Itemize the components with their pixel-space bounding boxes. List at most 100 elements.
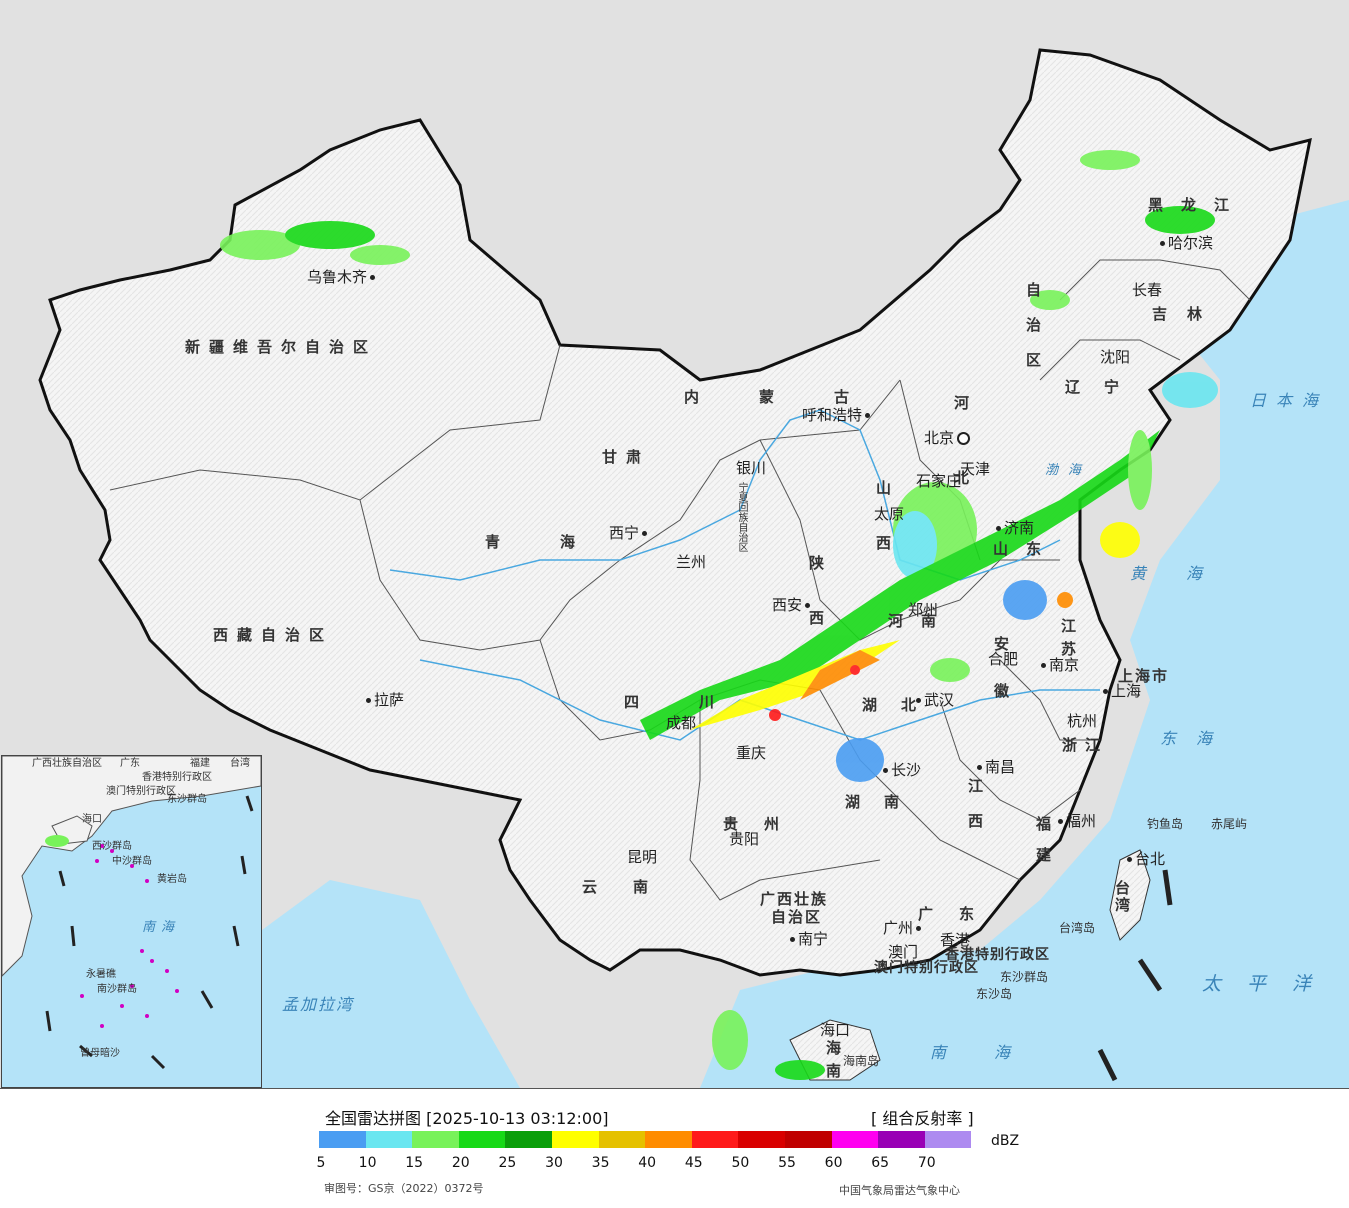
colorbar-cell — [924, 1131, 972, 1148]
province-label: 自治区 — [1024, 282, 1042, 387]
city-label: 沈阳 — [1100, 348, 1131, 366]
city-label: 天津 — [960, 460, 991, 478]
province-label: 内蒙古 — [684, 388, 910, 406]
china-outline — [38, 48, 1312, 977]
taiwan-island — [1109, 849, 1151, 941]
inset-echo — [45, 835, 69, 847]
province-label: 陕西 — [807, 555, 825, 665]
province-label: 海南 — [824, 1040, 842, 1086]
island-label: 台湾岛 — [1059, 921, 1096, 935]
unit-label: dBZ — [991, 1133, 1020, 1149]
inset-label: 广东 — [120, 758, 140, 769]
colorbar-cell — [738, 1131, 785, 1148]
colorbar-cell — [319, 1131, 366, 1148]
province-label: 河南 — [888, 612, 955, 630]
inset-label: 曾母暗沙 — [80, 1048, 120, 1059]
colorbar-tick: 50 — [731, 1155, 750, 1171]
legend-title: 全国雷达拼图 [2025-10-13 03:12:00] — [325, 1109, 609, 1128]
province-label: 江苏 — [1059, 618, 1077, 664]
city-label: 香港 — [940, 931, 971, 949]
inset-islands — [80, 844, 179, 1028]
inset-label: 南沙群岛 — [97, 984, 137, 995]
city-label: 成都 — [666, 714, 697, 732]
city-label: 西宁 — [609, 526, 650, 541]
city-label: 福州 — [1055, 814, 1096, 829]
city-label: 乌鲁木齐 — [307, 270, 378, 285]
province-label: 甘肃 — [602, 448, 651, 466]
province-label: 上海市 — [1118, 667, 1170, 685]
province-label: 四川 — [624, 693, 775, 711]
colorbar-cell — [551, 1131, 599, 1148]
inset-label: 中沙群岛 — [112, 856, 152, 867]
province-label: 吉林 — [1152, 305, 1223, 323]
colorbar-ticks: 5 10 15 20 25 30 35 40 45 50 55 60 65 70 — [316, 1155, 1019, 1175]
sea-label: 黄海 — [1130, 564, 1243, 583]
colorbar-tick: 5 — [316, 1155, 326, 1171]
province-label: 广东 — [918, 905, 1001, 923]
inset-label: 海口 — [82, 814, 102, 825]
city-label: 银川 — [736, 459, 767, 477]
city-label: 南京 — [1038, 658, 1079, 673]
colorbar-cell — [784, 1131, 832, 1148]
bay-of-bengal-area — [262, 880, 520, 1088]
province-label: 福建 — [1034, 816, 1052, 878]
city-label: 合肥 — [988, 650, 1019, 668]
city-label: 长沙 — [880, 763, 921, 778]
city-label: 澳门 — [888, 943, 919, 961]
source-label: 中国气象局雷达气象中心 — [839, 1184, 960, 1197]
inset-label: 永暑礁 — [86, 969, 116, 980]
province-label: 浙江 — [1062, 736, 1109, 754]
radar-echoes — [220, 150, 1218, 1080]
inset-label: 广西壮族自治区 — [32, 758, 102, 769]
colorbar-tick: 40 — [638, 1155, 657, 1171]
city-label: 南昌 — [974, 760, 1015, 775]
province-label: 西藏自治区 — [213, 626, 334, 644]
city-label: 哈尔滨 — [1157, 236, 1213, 251]
province-label: 澳门特别行政区 — [874, 960, 979, 976]
city-label: 兰州 — [676, 553, 707, 571]
colorbar-cell — [598, 1131, 646, 1148]
east-sea-area — [700, 200, 1349, 1088]
city-label: 杭州 — [1067, 712, 1098, 730]
colorbar-tick: 60 — [824, 1155, 843, 1171]
inset-dashes — [45, 795, 254, 1070]
legend-panel: 全国雷达拼图 [2025-10-13 03:12:00] [ 组合反射率 ] 5… — [0, 1089, 1349, 1208]
province-label: 自治区 — [771, 908, 823, 926]
colorbar-tick: 30 — [545, 1155, 563, 1171]
island-label: 东沙岛 — [976, 987, 1013, 1001]
province-label: 湖南 — [845, 793, 924, 811]
city-label: 海口 — [820, 1021, 851, 1039]
city-label: 太原 — [874, 505, 905, 523]
inset-label: 东沙群岛 — [167, 794, 207, 805]
city-label: 武汉 — [913, 693, 954, 708]
colorbar-cell — [878, 1131, 925, 1148]
province-label: 贵州 — [723, 815, 806, 833]
province-label: 湖北 — [862, 696, 941, 714]
inset-label: 福建 — [190, 758, 210, 769]
colorbar-cell — [458, 1131, 506, 1148]
inset-land — [2, 756, 261, 977]
city-label: 北京 — [924, 431, 973, 446]
city-label: 南宁 — [787, 932, 828, 947]
colorbar-tick: 45 — [684, 1155, 703, 1171]
province-label: 安徽 — [992, 636, 1010, 730]
map-area[interactable]: 新疆维吾尔自治区 西藏自治区 青海 甘肃 内蒙古 自治区 黑龙江 吉林 辽宁 河… — [0, 0, 1349, 1089]
inset-label: 澳门特别行政区 — [106, 786, 176, 797]
island-label: 钓鱼岛 — [1147, 817, 1184, 831]
inset-sea-label: 南海 — [142, 920, 181, 935]
city-label: 长春 — [1132, 281, 1163, 299]
colorbar-tick: 10 — [358, 1155, 377, 1171]
island-label: 海南岛 — [843, 1054, 880, 1068]
province-label: 山东 — [993, 540, 1060, 558]
colorbar-cell — [645, 1131, 692, 1148]
city-label: 拉萨 — [363, 693, 404, 708]
province-label: 辽宁 — [1065, 378, 1144, 396]
colorbar-cell — [505, 1131, 552, 1148]
product-label: [ 组合反射率 ] — [871, 1109, 974, 1128]
inset-label: 西沙群岛 — [92, 841, 132, 852]
colorbar-cell — [691, 1131, 739, 1148]
city-label: 台北 — [1124, 852, 1165, 867]
sea-label: 渤海 — [1045, 463, 1092, 478]
city-label: 上海 — [1100, 684, 1141, 699]
province-label: 黑龙江 — [1148, 196, 1248, 214]
